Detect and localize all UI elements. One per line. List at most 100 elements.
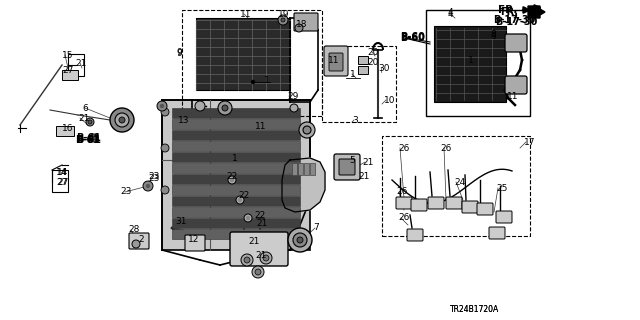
Text: 8: 8 bbox=[490, 29, 496, 38]
Circle shape bbox=[281, 18, 285, 22]
Text: 22: 22 bbox=[238, 191, 249, 201]
Text: 2: 2 bbox=[138, 236, 143, 244]
Circle shape bbox=[246, 217, 250, 220]
Circle shape bbox=[143, 181, 153, 191]
Text: B-61: B-61 bbox=[75, 135, 100, 145]
FancyBboxPatch shape bbox=[329, 53, 343, 71]
Text: 23: 23 bbox=[148, 172, 159, 180]
Text: 22: 22 bbox=[226, 172, 237, 180]
Text: 14: 14 bbox=[56, 167, 67, 177]
Text: 30: 30 bbox=[378, 63, 390, 73]
Text: 22: 22 bbox=[254, 211, 265, 220]
Bar bbox=[298, 163, 303, 175]
FancyBboxPatch shape bbox=[446, 197, 462, 209]
Circle shape bbox=[241, 254, 253, 266]
Text: 31: 31 bbox=[175, 218, 186, 227]
Bar bbox=[304, 163, 309, 175]
FancyBboxPatch shape bbox=[230, 232, 288, 266]
FancyBboxPatch shape bbox=[324, 46, 348, 76]
Bar bbox=[172, 196, 300, 206]
Text: 21: 21 bbox=[75, 59, 86, 68]
Circle shape bbox=[115, 113, 129, 127]
Text: 11: 11 bbox=[255, 122, 266, 131]
Text: 24: 24 bbox=[454, 178, 465, 187]
Bar bbox=[292, 163, 297, 175]
Text: 27: 27 bbox=[56, 178, 67, 187]
Text: 8: 8 bbox=[490, 31, 496, 41]
Text: 9: 9 bbox=[176, 49, 182, 58]
Bar bbox=[172, 185, 300, 195]
Circle shape bbox=[195, 101, 205, 111]
FancyBboxPatch shape bbox=[162, 100, 310, 250]
Bar bbox=[172, 141, 300, 151]
Circle shape bbox=[293, 233, 307, 247]
Circle shape bbox=[161, 144, 169, 152]
Text: 27: 27 bbox=[57, 178, 68, 187]
Text: B-61: B-61 bbox=[76, 133, 101, 143]
Text: 25: 25 bbox=[496, 183, 508, 193]
Circle shape bbox=[290, 104, 298, 112]
Text: 29: 29 bbox=[287, 92, 298, 100]
Circle shape bbox=[278, 15, 288, 25]
Text: 1: 1 bbox=[232, 154, 237, 163]
Bar bbox=[358, 66, 368, 74]
Text: 23: 23 bbox=[148, 173, 159, 182]
Text: 6: 6 bbox=[82, 103, 88, 113]
Text: 26: 26 bbox=[398, 213, 410, 222]
FancyBboxPatch shape bbox=[428, 197, 444, 209]
Circle shape bbox=[303, 126, 311, 134]
Bar bbox=[434, 26, 506, 102]
FancyBboxPatch shape bbox=[477, 203, 493, 215]
FancyBboxPatch shape bbox=[489, 227, 505, 239]
Text: 20: 20 bbox=[367, 58, 378, 67]
Circle shape bbox=[295, 24, 303, 32]
Text: 1: 1 bbox=[468, 55, 474, 65]
Text: TR24B1720A: TR24B1720A bbox=[450, 306, 499, 315]
Circle shape bbox=[299, 122, 315, 138]
Text: 7: 7 bbox=[313, 223, 319, 233]
Text: 14: 14 bbox=[57, 167, 68, 177]
Text: TR24B1720A: TR24B1720A bbox=[450, 306, 499, 315]
FancyBboxPatch shape bbox=[407, 229, 423, 241]
Circle shape bbox=[222, 105, 228, 111]
Bar bbox=[322, 46, 396, 122]
Bar bbox=[68, 54, 84, 76]
Text: 4: 4 bbox=[448, 10, 454, 19]
Text: B-61: B-61 bbox=[76, 135, 101, 145]
Text: 21: 21 bbox=[362, 157, 373, 166]
Circle shape bbox=[90, 134, 98, 142]
Bar bbox=[182, 10, 322, 116]
Text: 26: 26 bbox=[398, 143, 410, 153]
Bar bbox=[196, 18, 290, 90]
Circle shape bbox=[244, 214, 252, 222]
Text: 11: 11 bbox=[507, 92, 518, 100]
Text: 20: 20 bbox=[367, 47, 378, 57]
Bar bbox=[172, 108, 300, 118]
Circle shape bbox=[218, 101, 232, 115]
Circle shape bbox=[132, 240, 140, 248]
Circle shape bbox=[255, 269, 261, 275]
Bar bbox=[382, 136, 530, 236]
Text: 1: 1 bbox=[264, 76, 269, 84]
Bar bbox=[56, 126, 74, 136]
Text: B-17-30: B-17-30 bbox=[493, 15, 536, 25]
FancyBboxPatch shape bbox=[462, 201, 478, 213]
FancyBboxPatch shape bbox=[334, 154, 360, 180]
FancyBboxPatch shape bbox=[505, 76, 527, 94]
Circle shape bbox=[161, 105, 163, 108]
Text: 1: 1 bbox=[350, 69, 356, 78]
FancyBboxPatch shape bbox=[294, 13, 318, 31]
FancyBboxPatch shape bbox=[496, 211, 512, 223]
FancyBboxPatch shape bbox=[411, 199, 427, 211]
Text: 26: 26 bbox=[440, 143, 451, 153]
Circle shape bbox=[252, 266, 264, 278]
Circle shape bbox=[119, 117, 125, 123]
Text: 11: 11 bbox=[328, 55, 339, 65]
Text: 28: 28 bbox=[128, 226, 140, 235]
Text: FR.: FR. bbox=[500, 7, 518, 17]
Text: 17: 17 bbox=[524, 138, 536, 147]
FancyBboxPatch shape bbox=[129, 233, 149, 249]
Circle shape bbox=[244, 257, 250, 263]
Bar bbox=[172, 207, 300, 217]
Text: 23: 23 bbox=[120, 188, 131, 196]
